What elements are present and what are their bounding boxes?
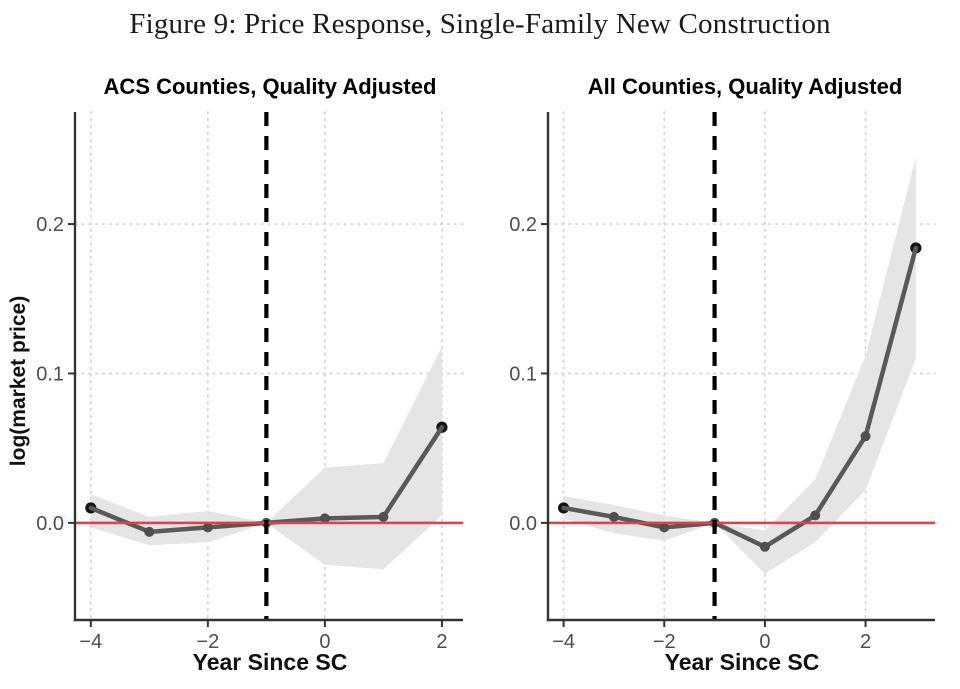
x-tick-label: −4 <box>552 631 575 653</box>
confidence-band <box>90 346 442 570</box>
data-point <box>810 510 821 521</box>
data-point <box>144 526 155 537</box>
data-point <box>319 513 330 524</box>
data-point <box>608 511 619 522</box>
y-tick-label: 0.1 <box>36 363 64 385</box>
x-tick-label: 0 <box>319 631 330 653</box>
data-point <box>759 541 770 552</box>
y-tick-label: 0.0 <box>509 513 537 535</box>
data-point <box>202 522 213 533</box>
x-tick-label: −2 <box>653 631 676 653</box>
x-axis-title-left: Year Since SC <box>192 649 348 675</box>
data-point <box>659 522 670 533</box>
y-tick-label: 0.0 <box>36 513 64 535</box>
data-point <box>860 431 871 442</box>
figure-title: Figure 9: Price Response, Single-Family … <box>129 8 831 40</box>
data-point <box>378 511 389 522</box>
x-tick-label: 2 <box>860 631 871 653</box>
panel-title-acs-counties: ACS Counties, Quality Adjusted <box>103 74 437 99</box>
confidence-band <box>563 156 916 574</box>
estimate-line <box>561 245 919 550</box>
x-tick-label: 2 <box>436 631 447 653</box>
panel-title-all-counties: All Counties, Quality Adjusted <box>587 74 903 99</box>
x-tick-label: 0 <box>759 631 770 653</box>
y-tick-label: 0.1 <box>509 363 537 385</box>
y-tick-label: 0.2 <box>509 214 537 236</box>
x-axis-title-right: Year Since SC <box>664 649 820 675</box>
y-tick-label: 0.2 <box>36 214 64 236</box>
x-tick-label: −2 <box>196 631 219 653</box>
x-tick-label: −4 <box>79 631 102 653</box>
